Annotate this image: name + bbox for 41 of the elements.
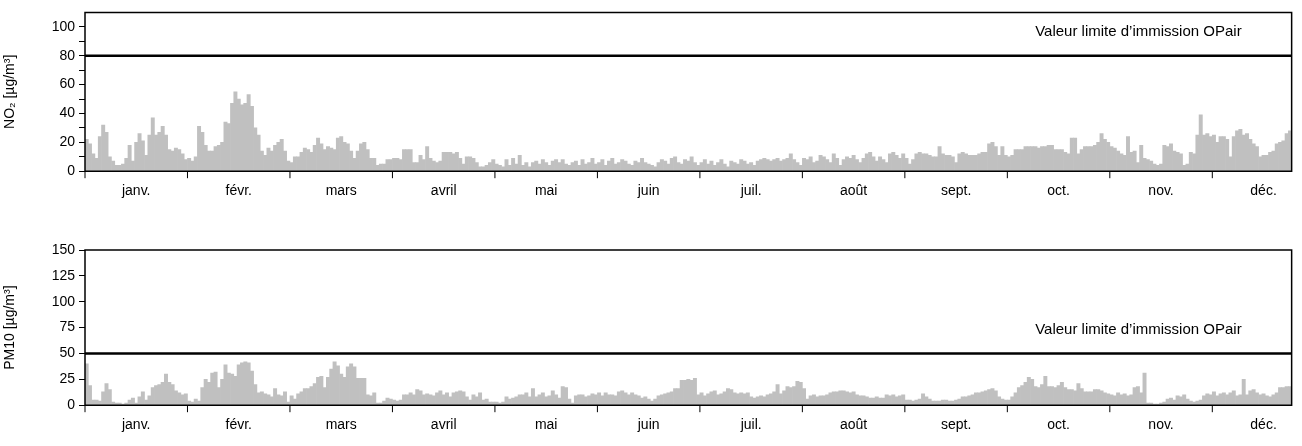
ref-line-label: Valeur limite d’immission OPair [1035, 319, 1242, 337]
y-tick-label: 0 [67, 396, 76, 413]
x-tick-label: févr. [225, 416, 252, 433]
y-tick-label: 150 [51, 240, 76, 257]
y-tick-label: 100 [51, 17, 76, 34]
y-tick-label: 60 [59, 75, 76, 92]
x-tick-label: mai [534, 182, 558, 199]
y-axis-title: NO₂ [µg/m³] [1, 54, 18, 129]
y-tick-label: 125 [51, 266, 76, 283]
x-tick-label: janv. [120, 416, 151, 433]
x-tick-label: oct. [1047, 416, 1070, 433]
x-tick-label: juin [636, 416, 660, 433]
x-tick-label: août [839, 416, 868, 433]
x-tick-label: sept. [940, 182, 972, 199]
x-tick-label: juil. [739, 182, 762, 199]
x-tick-label: avril [430, 416, 457, 433]
x-tick-label: nov. [1148, 416, 1174, 433]
x-tick-label: sept. [940, 416, 972, 433]
x-tick-label: août [839, 182, 868, 199]
x-tick-label: nov. [1148, 182, 1174, 199]
y-tick-label: 75 [59, 318, 76, 335]
x-tick-label: mars [325, 182, 357, 199]
y-tick-label: 100 [51, 292, 76, 309]
x-tick-label: mars [325, 416, 357, 433]
y-tick-label: 0 [67, 162, 76, 179]
x-tick-label: déc. [1250, 416, 1277, 433]
ref-line-label: Valeur limite d’immission OPair [1035, 21, 1242, 39]
x-tick-label: avril [430, 182, 457, 199]
x-tick-label: févr. [225, 182, 252, 199]
x-tick-label: janv. [120, 182, 151, 199]
y-axis-title: PM10 [µg/m³] [1, 285, 18, 370]
x-tick-label: déc. [1250, 182, 1277, 199]
y-tick-label: 40 [59, 104, 76, 121]
y-tick-label: 50 [59, 344, 76, 361]
x-tick-label: oct. [1047, 182, 1070, 199]
x-tick-label: mai [534, 416, 558, 433]
y-tick-label: 20 [59, 133, 76, 150]
y-tick-label: 80 [59, 46, 76, 63]
x-tick-label: juin [636, 182, 660, 199]
x-tick-label: juil. [739, 416, 762, 433]
y-tick-label: 25 [59, 370, 76, 387]
